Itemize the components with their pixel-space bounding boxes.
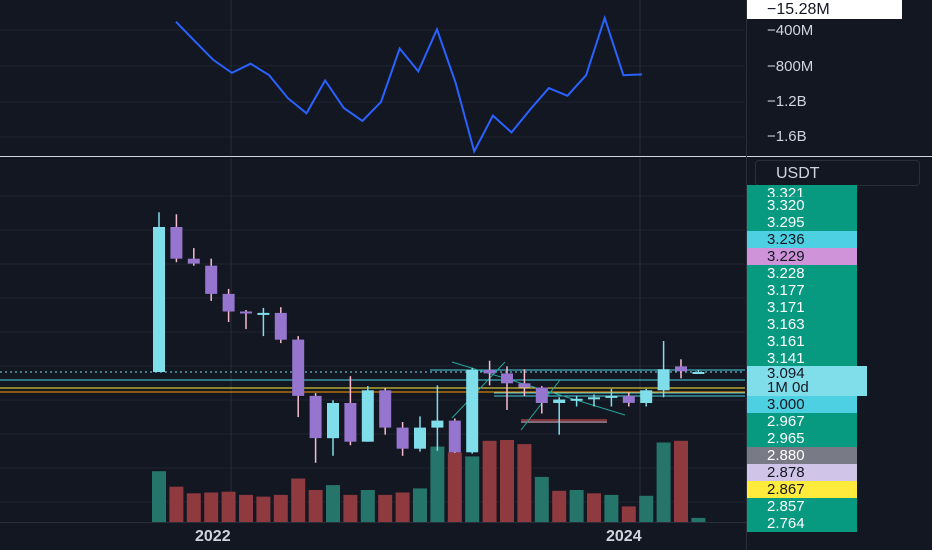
indicator-tick-label: −1.6B — [767, 128, 807, 145]
candle-body — [588, 397, 600, 400]
price-label: 2.878 — [747, 464, 857, 481]
current-price-label: 3.094 1M 0d — [747, 366, 867, 396]
indicator-current-value: −15.28M — [747, 0, 902, 19]
price-label: 2.764 — [747, 515, 857, 532]
candle-body — [692, 372, 705, 374]
candle-body — [535, 387, 548, 403]
current-interval: 1M 0d — [767, 379, 809, 396]
candle-body — [622, 395, 635, 403]
volume-bar — [308, 490, 323, 522]
volume-bar — [186, 493, 201, 522]
price-label: 3.177 — [747, 282, 857, 299]
candle-body — [483, 369, 496, 374]
current-price-value: 3.094 — [767, 365, 805, 382]
price-label: 2.857 — [747, 498, 857, 515]
volume-bar — [221, 491, 236, 522]
candle-body — [274, 312, 287, 340]
candle-body — [675, 366, 687, 372]
x-axis-label: 2022 — [195, 528, 231, 545]
candle-body — [257, 312, 270, 315]
candle-body — [187, 258, 200, 264]
price-label: 2.967 — [747, 413, 857, 430]
volume-bar — [360, 490, 375, 522]
volume-bar — [569, 490, 584, 522]
candle-body — [344, 403, 357, 442]
price-label: 3.163 — [747, 316, 857, 333]
price-label: 3.236 — [747, 231, 857, 248]
currency-selector[interactable]: USDT — [755, 160, 920, 186]
price-label: 3.229 — [747, 248, 857, 265]
volume-bar — [465, 456, 480, 522]
volume-bar — [395, 492, 410, 522]
price-label: 2.867 — [747, 481, 857, 498]
volume-bar — [447, 452, 462, 522]
candle-body — [240, 311, 252, 314]
price-label: 2.880 — [747, 447, 857, 464]
volume-bar — [291, 478, 306, 522]
indicator-tick-label: −800M — [767, 58, 814, 75]
candle-body — [501, 373, 513, 384]
price-label: 3.228 — [747, 265, 857, 282]
volume-bar — [430, 446, 445, 522]
candle-body — [396, 427, 409, 449]
volume-bar — [587, 493, 601, 522]
candle-body — [327, 403, 339, 439]
volume-bar — [482, 440, 497, 522]
trend-line — [451, 361, 506, 419]
indicator-tick-label: −400M — [767, 22, 814, 39]
price-label: 3.141 — [747, 350, 857, 367]
volume-bar — [378, 494, 393, 522]
volume-bar — [552, 490, 567, 522]
candle-body — [448, 420, 461, 453]
candle-body — [153, 227, 165, 372]
volume-bar — [691, 517, 706, 522]
volume-bar — [152, 471, 166, 522]
candle-body — [222, 293, 235, 312]
volume-bar — [204, 492, 219, 522]
price-label: 2.965 — [747, 430, 857, 447]
candle-body — [170, 227, 183, 259]
price-label: 3.171 — [747, 299, 857, 316]
trend-line — [520, 379, 561, 431]
volume-bar — [639, 495, 654, 522]
candle-body — [414, 427, 426, 449]
volume-bar — [517, 444, 532, 522]
candle-body — [361, 390, 374, 442]
volume-bar — [343, 494, 358, 522]
volume-bar — [169, 486, 184, 522]
indicator-tick-label: −1.2B — [767, 93, 807, 110]
candle-body — [205, 265, 218, 294]
volume-bar — [674, 440, 688, 522]
candle-body — [640, 390, 653, 403]
volume-bar — [256, 496, 271, 522]
x-axis-label: 2024 — [606, 528, 642, 545]
volume-bar — [621, 506, 636, 522]
volume-bar — [326, 485, 340, 522]
price-label: 3.320 — [747, 197, 857, 214]
candle-body — [605, 395, 618, 398]
indicator-line — [175, 14, 643, 155]
volume-bar — [500, 440, 514, 522]
candle-body — [379, 390, 392, 428]
candle-body — [518, 383, 531, 388]
volume-bar — [273, 494, 288, 522]
volume-bar — [604, 494, 619, 522]
candle-body — [553, 399, 566, 403]
currency-label: USDT — [776, 165, 820, 182]
volume-bar — [413, 488, 427, 522]
candle-body — [570, 398, 583, 401]
price-label: 3.161 — [747, 333, 857, 350]
candle-body — [657, 369, 670, 391]
candle-body — [309, 395, 322, 439]
price-label: 3.295 — [747, 214, 857, 231]
candle-body — [466, 369, 479, 453]
volume-bar — [656, 442, 671, 522]
price-label: 3.000 — [747, 396, 857, 413]
candle-body — [292, 339, 305, 396]
volume-bar — [239, 494, 253, 522]
candle-body — [431, 420, 444, 428]
volume-bar — [534, 476, 549, 522]
